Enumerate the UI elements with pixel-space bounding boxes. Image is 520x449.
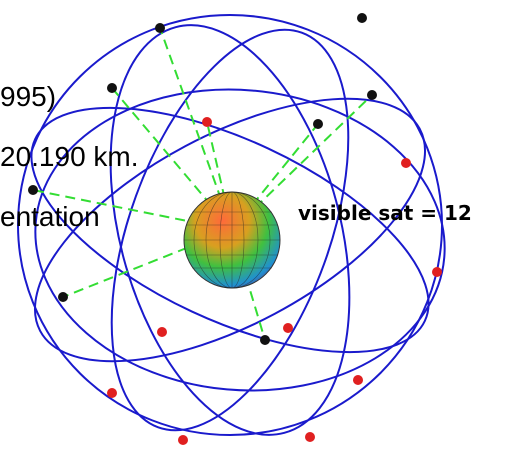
orbit [34, 88, 446, 392]
caption-line: entation [0, 201, 100, 232]
orbit [30, 106, 430, 354]
visibility-lines [32, 27, 373, 341]
satellites-visible [107, 117, 442, 445]
caption-line: 20.190 km. [0, 141, 139, 172]
satellites-hidden [28, 13, 377, 345]
visible-count: visible sat = 12 [298, 201, 472, 225]
orbits [17, 14, 446, 436]
globe [183, 191, 281, 289]
orbit [110, 28, 350, 432]
orbit [33, 97, 427, 363]
orbit [109, 24, 351, 436]
caption-line: 995) [0, 81, 56, 112]
